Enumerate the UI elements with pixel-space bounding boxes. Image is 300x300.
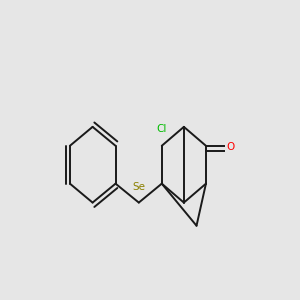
Text: Se: Se: [132, 182, 145, 192]
Text: Cl: Cl: [157, 124, 167, 134]
Text: O: O: [227, 142, 235, 152]
